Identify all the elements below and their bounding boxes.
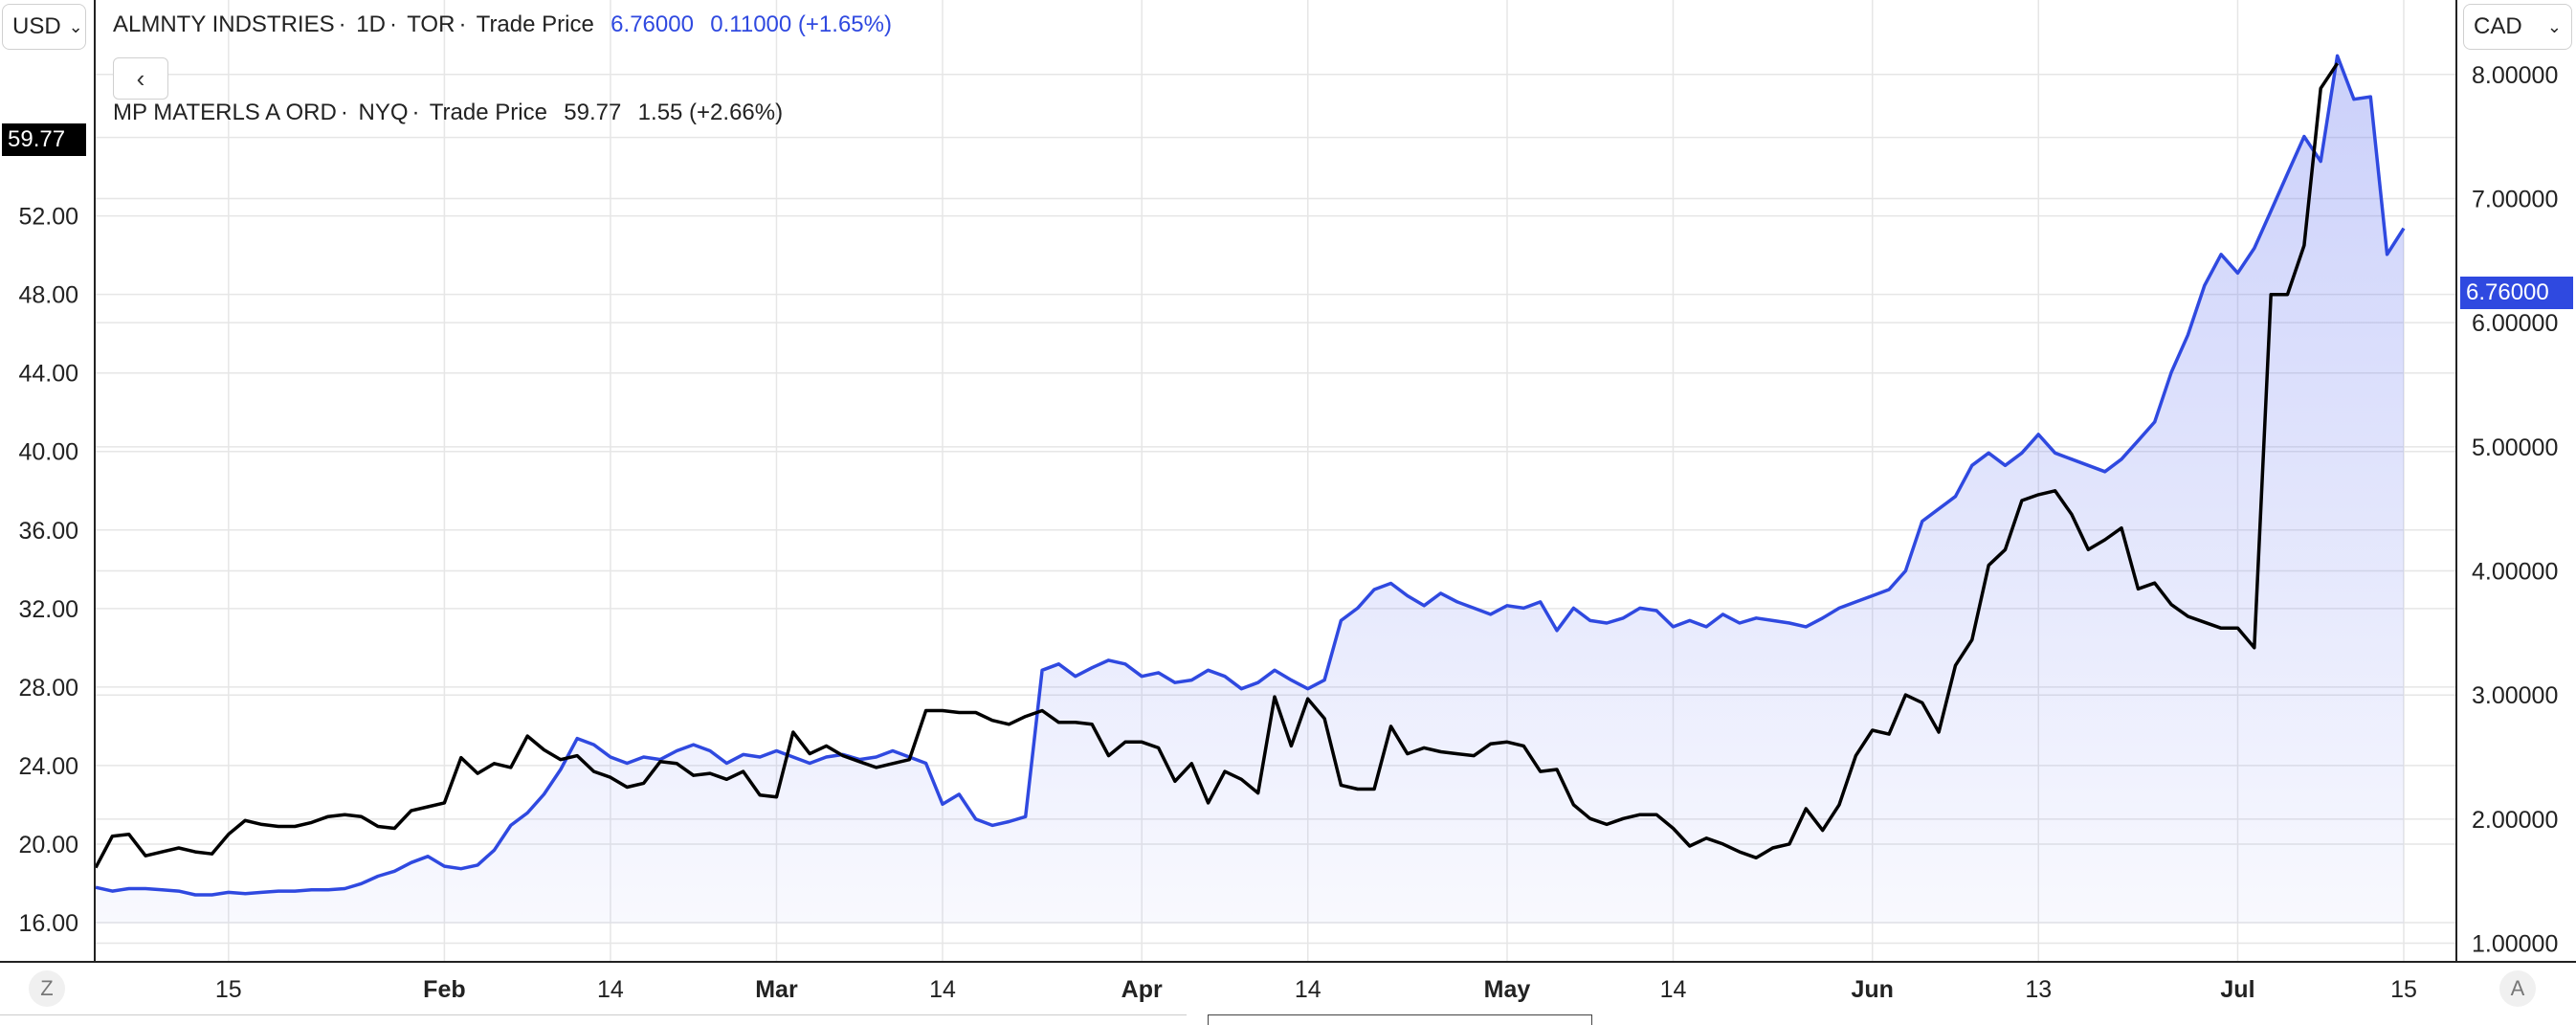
left-currency-select[interactable]: USD ⌄ [2,4,86,50]
left-tick-label: 52.00 [18,204,78,231]
right-tick-label: 8.00000 [2472,62,2558,89]
left-tick-label: 28.00 [18,675,78,702]
primary-symbol-name: ALMNTY INDSTRIES [113,11,335,37]
right-tick-label: 1.00000 [2472,931,2558,958]
x-tick-label: 15 [215,976,242,1003]
x-tick-label: 13 [2025,976,2052,1003]
x-tick-label: 15 [2390,976,2417,1003]
x-tick-label: 14 [1660,976,1687,1003]
auto-scale-button[interactable]: A [2499,970,2536,1007]
left-currency-label: USD [12,13,61,39]
series-lines [94,54,2406,897]
right-tick-label: 5.00000 [2472,435,2558,461]
right-tick-label: 4.00000 [2472,559,2558,586]
legend-separator: · [458,11,467,37]
legend-separator: · [338,11,346,37]
chevron-down-icon: ⌄ [2546,16,2562,36]
x-tick-label: Apr [1121,976,1163,1003]
left-axis-ticks: 16.00 20.00 24.00 28.00 32.00 36.00 40.00 44.00… [18,125,78,937]
legend-primary[interactable]: ALMNTY INDSTRIES · 1D · TOR · Trade Price 6… [113,11,896,38]
primary-interval: 1D [356,11,386,37]
legend-separator: · [340,100,348,125]
secondary-symbol-name: MP MATERLS A ORD [113,100,337,125]
x-tick-label: 14 [929,976,956,1003]
right-tick-label: 2.00000 [2472,807,2558,834]
secondary-price: 59.77 [564,100,622,125]
left-last-price-tag: 59.77 [2,123,86,156]
x-tick-label: Jun [1851,976,1893,1003]
left-tick-label: 16.00 [18,910,78,937]
collapse-legend-button[interactable]: ‹ [113,57,168,100]
right-tick-label: 6.00000 [2472,310,2558,337]
legend-separator: · [411,100,420,125]
legend-secondary[interactable]: MP MATERLS A ORD · NYQ · Trade Price 59.77… [113,100,787,126]
zoom-reset-button[interactable]: Z [29,970,65,1007]
chevron-left-icon: ‹ [136,63,145,93]
right-last-price-tag: 6.76000 [2460,277,2573,309]
area-fills [96,56,2404,924]
left-tick-label: 48.00 [18,282,78,309]
left-tick-label: 32.00 [18,596,78,623]
primary-field: Trade Price [476,11,594,37]
x-tick-label: May [1484,976,1531,1003]
x-axis-ticks: 15 Feb 14 Mar 14 Apr 14 May 14 Jun 13 Jul 15 [215,976,2417,1003]
left-tick-label: 24.00 [18,753,78,780]
x-tick-label: 14 [597,976,624,1003]
almonty-price-line [95,54,2406,897]
series-area-0 [96,56,2404,924]
secondary-change: 1.55 (+2.66%) [637,100,784,125]
x-tick-label: Jul [2220,976,2254,1003]
x-tick-label: 14 [1295,976,1321,1003]
primary-exchange: TOR [407,11,455,37]
navigator-strip[interactable] [0,1014,1187,1025]
legend-separator: · [389,11,397,37]
navigator-window[interactable] [1208,1014,1592,1025]
right-tick-label: 7.00000 [2472,186,2558,212]
left-tick-label: 44.00 [18,361,78,388]
right-tick-label: 3.00000 [2472,682,2558,709]
mp-price-line [94,62,2340,869]
secondary-exchange: NYQ [358,100,409,125]
left-tick-label: 20.00 [18,832,78,858]
right-axis-ticks: 1.00000 2.00000 3.00000 4.00000 5.00000 6.000… [2472,62,2558,958]
chevron-down-icon: ⌄ [68,16,83,36]
primary-change: 0.11000 (+1.65%) [710,11,892,37]
left-tick-label: 40.00 [18,439,78,466]
right-currency-select[interactable]: CAD ⌄ [2463,4,2572,50]
x-tick-label: Mar [755,976,798,1003]
axes [0,0,2576,963]
x-tick-label: Feb [423,976,465,1003]
right-currency-label: CAD [2474,13,2522,39]
primary-price: 6.76000 [611,11,694,37]
secondary-field: Trade Price [429,100,547,125]
left-tick-label: 36.00 [18,518,78,545]
